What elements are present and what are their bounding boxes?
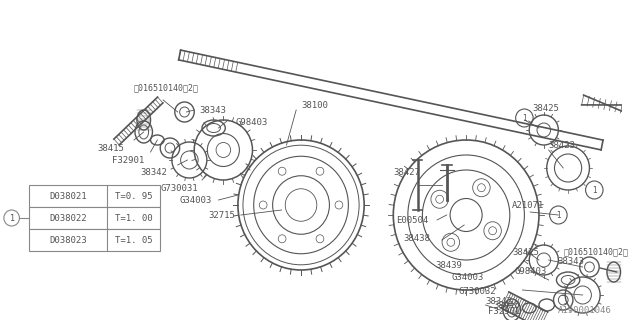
Text: 38415: 38415 — [493, 300, 520, 309]
Text: 38438: 38438 — [403, 234, 430, 243]
Text: G98403: G98403 — [235, 117, 268, 126]
Text: 1: 1 — [522, 114, 527, 123]
Text: A21071: A21071 — [512, 201, 544, 210]
Text: T=1. 05: T=1. 05 — [115, 236, 152, 244]
Text: T=1. 00: T=1. 00 — [115, 213, 152, 222]
Text: 1: 1 — [9, 213, 14, 222]
Text: F32901: F32901 — [111, 156, 144, 164]
Text: 1: 1 — [556, 211, 561, 220]
Text: Ⓑ016510140（2）: Ⓑ016510140（2） — [134, 84, 199, 92]
Text: F32901: F32901 — [488, 308, 521, 316]
Text: G98403: G98403 — [515, 268, 547, 276]
Text: Ⓑ016510140（2）: Ⓑ016510140（2） — [563, 247, 628, 257]
Text: E00504: E00504 — [396, 215, 428, 225]
Text: G34003: G34003 — [452, 274, 484, 283]
Text: 38439: 38439 — [435, 260, 462, 269]
Bar — [29, 229, 160, 251]
Text: 38425: 38425 — [532, 103, 559, 113]
Text: 38415: 38415 — [97, 143, 124, 153]
Text: D038023: D038023 — [49, 236, 87, 244]
Text: D038022: D038022 — [49, 213, 87, 222]
Text: 1: 1 — [592, 186, 596, 195]
Text: G34003: G34003 — [180, 196, 212, 204]
Text: D038021: D038021 — [49, 191, 87, 201]
Text: 38343: 38343 — [557, 258, 584, 267]
Text: 38343: 38343 — [199, 106, 226, 115]
Text: 38342: 38342 — [486, 298, 513, 307]
Bar — [29, 207, 160, 229]
Text: 38425: 38425 — [513, 247, 540, 257]
Text: G730031: G730031 — [160, 183, 198, 193]
Text: 38100: 38100 — [301, 100, 328, 109]
Text: A190001046: A190001046 — [558, 306, 612, 315]
Text: 38342: 38342 — [141, 167, 168, 177]
Text: G730032: G730032 — [458, 287, 496, 297]
Text: T=0. 95: T=0. 95 — [115, 191, 152, 201]
Text: 38427: 38427 — [394, 167, 420, 177]
Bar — [29, 185, 160, 207]
Text: 32715: 32715 — [209, 211, 236, 220]
Text: 38423: 38423 — [548, 140, 575, 149]
